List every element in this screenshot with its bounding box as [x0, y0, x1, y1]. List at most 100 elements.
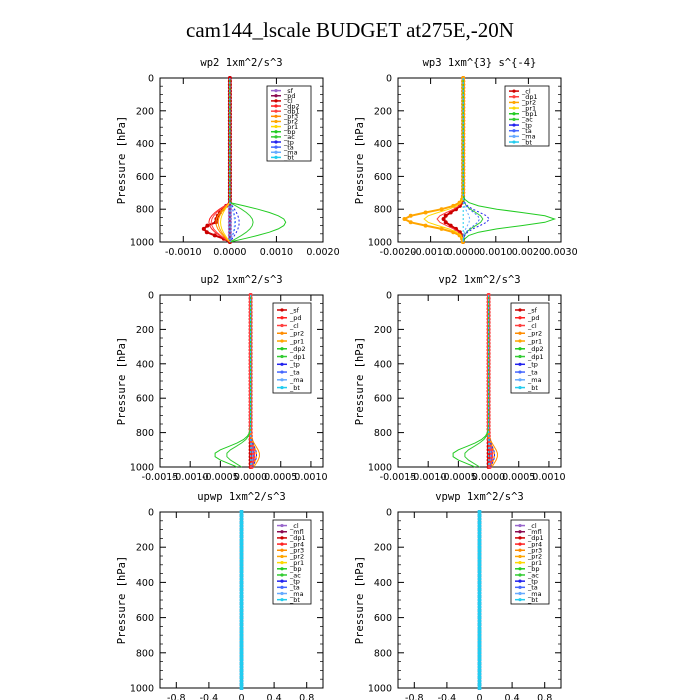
series-marker	[239, 591, 244, 595]
legend-marker	[274, 104, 278, 108]
legend-marker	[518, 585, 522, 589]
series-marker	[423, 210, 428, 215]
series-marker	[477, 671, 482, 676]
series-marker	[477, 520, 482, 525]
x-tick-label: 0.0000	[234, 472, 267, 483]
legend-entry: _ta	[289, 368, 300, 376]
series-marker	[439, 207, 444, 212]
series-line-dp2	[452, 295, 490, 468]
series-line-pr2	[402, 78, 465, 243]
y-tick-label: 800	[374, 428, 392, 439]
series-marker	[439, 226, 444, 231]
y-tick-label: 1000	[130, 684, 154, 695]
chart-panel-4: vp2 1xm^2/s^3 Pressure [hPa] 0 200 400 600 800…	[354, 274, 566, 483]
series-marker	[239, 612, 244, 617]
y-tick-label: 200	[136, 325, 154, 336]
series-marker	[477, 622, 482, 627]
legend-marker	[518, 598, 522, 602]
y-tick-label: 600	[136, 172, 154, 183]
legend-marker	[280, 523, 284, 528]
legend-entry: _tp	[521, 121, 532, 129]
legend-marker	[518, 362, 522, 366]
series-marker	[239, 583, 244, 588]
x-tick-label: -0.8	[167, 693, 186, 700]
x-tick-label: -0.8	[405, 693, 424, 700]
legend-entry: _ma	[527, 590, 542, 598]
x-tick-label: 0.4	[505, 693, 520, 700]
legend-entry: _ac	[521, 116, 533, 124]
legend-entry: _ta	[289, 584, 300, 592]
y-tick-label: 800	[136, 428, 154, 439]
legend-entry: _tp	[283, 138, 294, 146]
legend-marker	[518, 339, 522, 343]
legend-entry: _pr3	[283, 113, 298, 121]
legend-marker	[280, 598, 284, 602]
series-marker	[457, 200, 462, 205]
series-marker	[477, 576, 482, 581]
legend-entry: _dp2	[283, 102, 300, 110]
series-marker	[477, 636, 482, 641]
series-marker	[477, 615, 482, 620]
legend-entry: _ta	[521, 127, 532, 135]
legend-marker	[280, 554, 284, 559]
y-axis-label: Pressure [hPa]	[354, 337, 366, 426]
y-axis-label: Pressure [hPa]	[116, 556, 128, 645]
legend-marker	[274, 135, 278, 139]
y-tick-label: 600	[374, 394, 392, 405]
legend-entry: _ma	[289, 590, 304, 598]
series-marker	[239, 513, 244, 518]
series-marker	[477, 629, 482, 634]
y-tick-label: 0	[386, 508, 392, 519]
series-marker	[239, 573, 244, 578]
x-tick-label: 0	[476, 693, 482, 700]
legend-marker	[518, 354, 522, 359]
series-marker	[477, 513, 482, 518]
series-marker	[477, 527, 482, 532]
chart-panel-5: upwp 1xm^2/s^3 Pressure [hPa] 0 200 400 600 80…	[116, 491, 324, 700]
legend-marker	[274, 114, 278, 118]
x-tick-label: 0.4	[267, 693, 282, 700]
legend-marker	[274, 130, 278, 134]
series-marker	[239, 654, 244, 659]
legend-entry: _cl	[283, 97, 293, 105]
legend-entry: _tp	[289, 361, 300, 369]
legend-marker	[512, 134, 516, 138]
x-tick-label: 0	[238, 693, 244, 700]
legend-marker	[280, 378, 284, 382]
x-tick-label: -0.0015	[142, 472, 179, 483]
panel-title: up2 1xm^2/s^3	[200, 274, 282, 286]
series-marker	[201, 226, 206, 231]
legend-marker	[518, 347, 522, 351]
y-tick-label: 600	[374, 172, 392, 183]
legend-marker	[518, 378, 522, 382]
legend-entry: _mfl	[527, 528, 542, 536]
y-axis-label: Pressure [hPa]	[116, 337, 128, 426]
x-tick-label: 0.0020	[512, 247, 545, 258]
series-marker	[239, 527, 244, 532]
y-tick-label: 200	[136, 543, 154, 554]
series-marker	[239, 555, 244, 560]
y-tick-label: 0	[148, 508, 154, 519]
series-marker	[239, 548, 244, 553]
series-marker	[457, 203, 462, 208]
legend-marker	[518, 591, 522, 596]
series-marker	[457, 230, 462, 235]
series-marker	[239, 682, 244, 687]
y-tick-label: 0	[148, 74, 154, 85]
legend-marker	[518, 536, 522, 540]
legend-entry: _pr1	[527, 559, 542, 567]
series-marker	[477, 559, 482, 564]
series-marker	[239, 671, 244, 676]
legend-entry: _bt	[527, 596, 538, 604]
series-marker	[239, 686, 244, 690]
y-axis-label: Pressure [hPa]	[354, 556, 366, 645]
x-tick-label: -0.0010	[410, 472, 447, 483]
legend-marker	[512, 129, 516, 133]
x-tick-label: -0.0015	[380, 472, 417, 483]
series-marker	[239, 661, 244, 666]
legend-entry: _pr3	[527, 547, 542, 555]
legend-marker	[280, 567, 284, 571]
series-marker	[477, 548, 482, 553]
series-marker	[239, 576, 244, 581]
legend-entry: _ma	[289, 376, 304, 384]
